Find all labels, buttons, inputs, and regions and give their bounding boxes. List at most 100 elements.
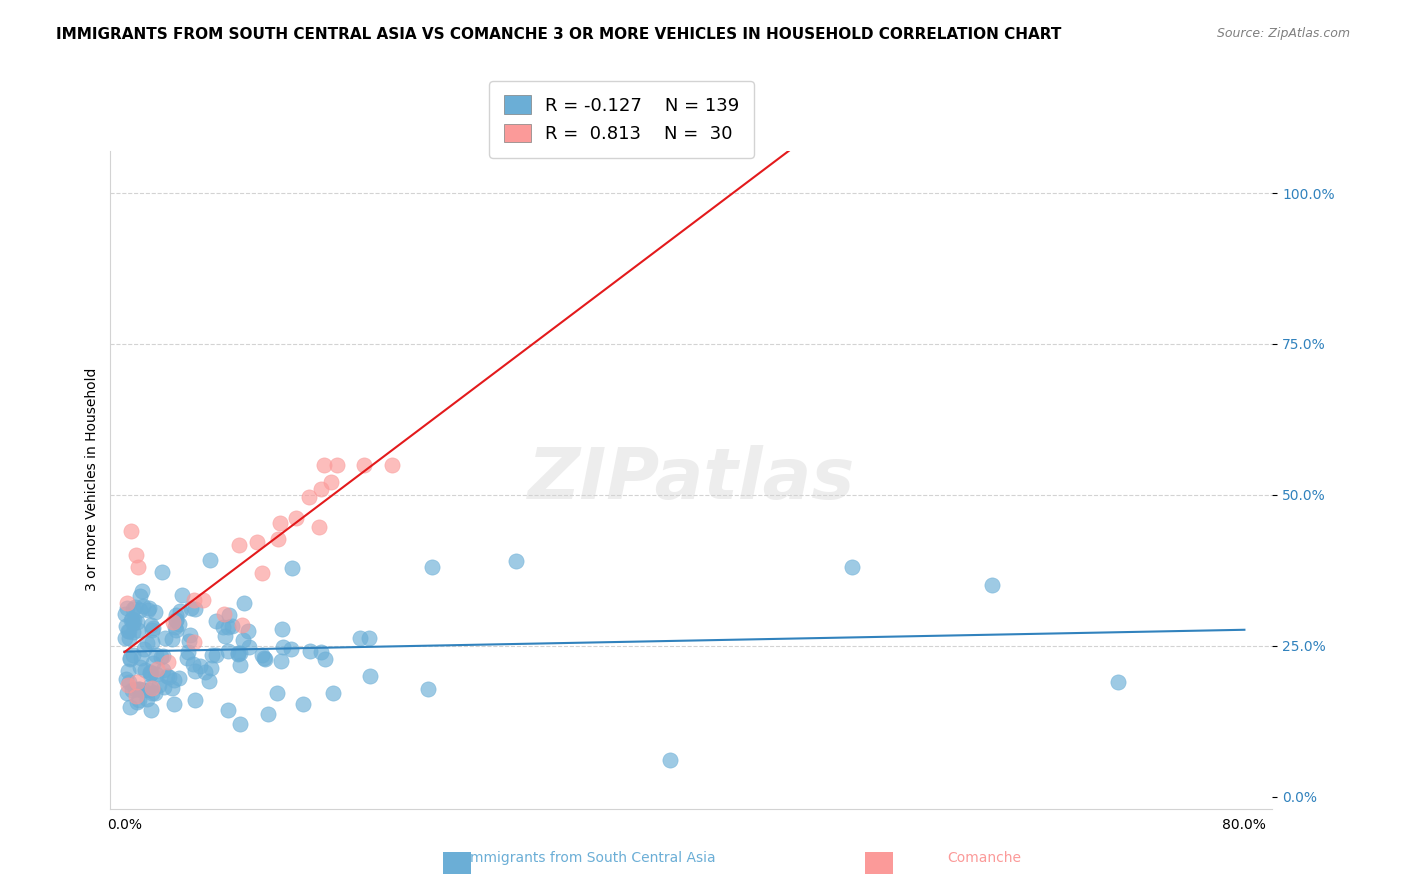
- Point: [157, 670, 180, 684]
- Point: [252, 650, 274, 665]
- Point: [314, 458, 336, 472]
- Point: [176, 651, 198, 665]
- Point: [117, 674, 139, 689]
- Y-axis label: 3 or more Vehicles in Household: 3 or more Vehicles in Household: [86, 368, 100, 591]
- Point: [141, 635, 163, 649]
- Point: [118, 632, 141, 646]
- Point: [142, 621, 165, 635]
- Point: [115, 685, 138, 699]
- Point: [183, 693, 205, 707]
- Point: [194, 665, 217, 679]
- Point: [841, 560, 863, 574]
- Point: [232, 632, 254, 647]
- Text: Immigrants from South Central Asia: Immigrants from South Central Asia: [465, 851, 716, 865]
- Point: [325, 458, 347, 472]
- Point: [134, 663, 156, 677]
- Point: [177, 645, 200, 659]
- Point: [172, 588, 194, 602]
- Point: [128, 682, 150, 697]
- Point: [129, 651, 152, 665]
- Point: [163, 698, 186, 712]
- Point: [115, 672, 138, 686]
- Point: [184, 664, 207, 678]
- Point: [128, 603, 150, 617]
- Point: [177, 634, 200, 648]
- Point: [217, 643, 239, 657]
- Point: [141, 686, 163, 700]
- Point: [357, 631, 380, 645]
- Point: [120, 524, 142, 538]
- Point: [128, 692, 150, 706]
- Text: ZIPatlas: ZIPatlas: [527, 445, 855, 515]
- Point: [125, 615, 148, 629]
- Point: [228, 538, 250, 552]
- Point: [162, 615, 184, 629]
- Point: [117, 664, 139, 678]
- Point: [254, 652, 277, 666]
- Point: [138, 603, 160, 617]
- Point: [152, 664, 174, 678]
- Point: [139, 667, 162, 681]
- Point: [127, 695, 149, 709]
- Point: [191, 592, 214, 607]
- Point: [145, 667, 167, 681]
- Point: [134, 641, 156, 656]
- Point: [236, 624, 259, 639]
- Point: [190, 659, 212, 673]
- Point: [145, 648, 167, 663]
- Point: [115, 601, 138, 615]
- Point: [118, 650, 141, 665]
- Point: [150, 565, 173, 579]
- Point: [229, 646, 252, 660]
- Point: [153, 631, 176, 645]
- Point: [246, 534, 269, 549]
- Point: [214, 629, 236, 643]
- Point: [167, 617, 190, 632]
- Point: [200, 661, 222, 675]
- Point: [139, 679, 162, 693]
- Point: [163, 620, 186, 634]
- Point: [231, 618, 253, 632]
- Point: [309, 645, 332, 659]
- Point: [359, 669, 381, 683]
- Point: [422, 560, 444, 574]
- Point: [165, 608, 187, 623]
- Point: [284, 511, 307, 525]
- Point: [165, 614, 187, 628]
- Point: [117, 678, 139, 692]
- Point: [127, 623, 149, 637]
- Point: [198, 674, 221, 689]
- Point: [319, 475, 342, 489]
- Point: [179, 628, 201, 642]
- Text: Source: ZipAtlas.com: Source: ZipAtlas.com: [1216, 27, 1350, 40]
- Point: [122, 601, 145, 615]
- Point: [322, 686, 344, 700]
- Point: [269, 516, 291, 531]
- Point: [114, 607, 136, 621]
- Point: [129, 659, 152, 673]
- Point: [122, 615, 145, 630]
- Point: [291, 697, 314, 711]
- Point: [226, 647, 249, 661]
- Point: [267, 532, 290, 546]
- Point: [183, 635, 205, 649]
- Point: [659, 753, 682, 767]
- Point: [250, 566, 273, 580]
- Point: [138, 601, 160, 615]
- Point: [218, 607, 240, 622]
- Point: [212, 620, 235, 634]
- Point: [150, 650, 173, 665]
- Point: [217, 703, 239, 717]
- Point: [125, 690, 148, 704]
- Point: [201, 648, 224, 663]
- Point: [229, 716, 252, 731]
- Point: [238, 640, 260, 654]
- Point: [118, 652, 141, 666]
- Point: [180, 600, 202, 615]
- Point: [163, 673, 186, 688]
- Point: [131, 599, 153, 613]
- Point: [298, 490, 321, 504]
- Point: [138, 682, 160, 697]
- Point: [200, 552, 222, 566]
- Point: [229, 657, 252, 672]
